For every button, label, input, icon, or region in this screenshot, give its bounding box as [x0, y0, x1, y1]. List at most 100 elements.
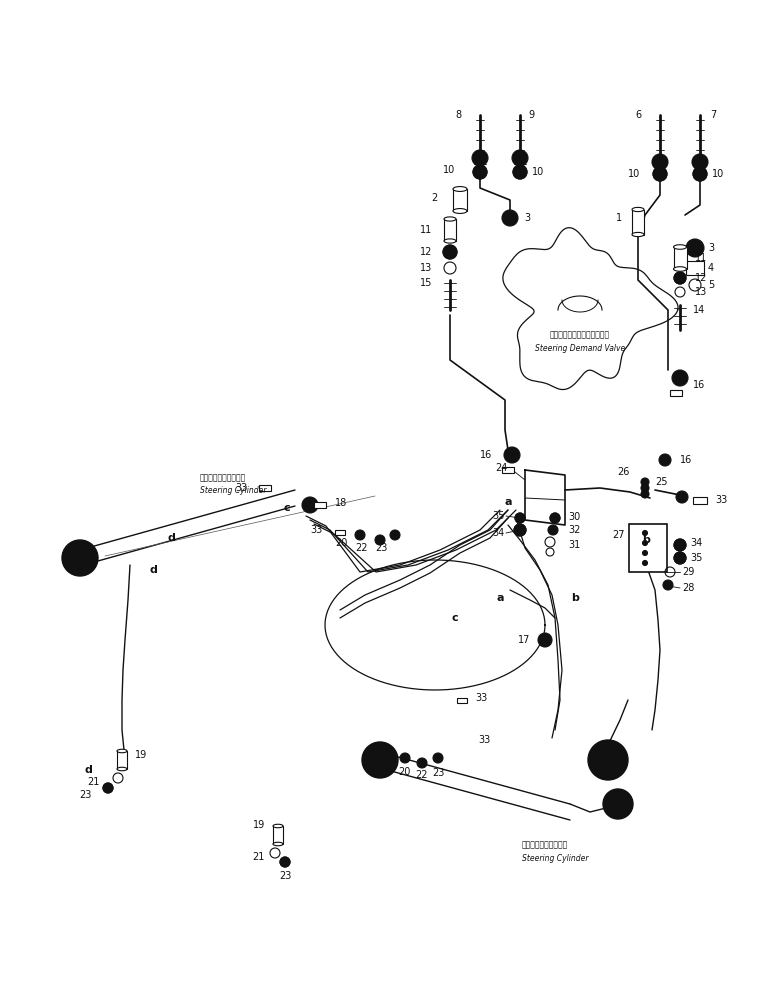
Ellipse shape — [453, 208, 467, 213]
Bar — [673, 247, 687, 269]
Text: 11: 11 — [420, 225, 432, 235]
Text: d: d — [168, 533, 176, 543]
Text: b: b — [571, 593, 579, 603]
Circle shape — [472, 150, 488, 166]
Circle shape — [642, 550, 647, 555]
Text: 16: 16 — [480, 450, 492, 460]
Circle shape — [692, 154, 708, 170]
Text: Steering Cylinder: Steering Cylinder — [522, 854, 588, 863]
Circle shape — [693, 167, 707, 181]
Text: 13: 13 — [420, 263, 432, 273]
Ellipse shape — [117, 749, 127, 753]
Circle shape — [392, 533, 398, 537]
Circle shape — [508, 451, 516, 459]
Text: 23: 23 — [376, 543, 388, 553]
Bar — [686, 261, 704, 275]
Text: 16: 16 — [693, 380, 705, 390]
Text: 18: 18 — [335, 498, 347, 508]
Text: 20: 20 — [336, 538, 348, 548]
Circle shape — [517, 169, 523, 175]
Circle shape — [443, 245, 457, 259]
Circle shape — [542, 636, 549, 643]
Text: 25: 25 — [656, 477, 668, 487]
Text: 20: 20 — [398, 767, 411, 777]
Text: 10: 10 — [712, 169, 725, 179]
Bar — [273, 826, 283, 844]
Text: ステアリングシリンダ: ステアリングシリンダ — [522, 841, 568, 850]
Circle shape — [390, 530, 400, 540]
Circle shape — [674, 272, 686, 284]
Circle shape — [677, 275, 683, 281]
Text: 26: 26 — [618, 467, 630, 477]
Circle shape — [283, 860, 288, 864]
Text: 35: 35 — [690, 553, 702, 563]
Circle shape — [674, 552, 686, 564]
Circle shape — [419, 761, 425, 766]
Circle shape — [676, 374, 684, 382]
Text: 10: 10 — [443, 165, 455, 175]
Circle shape — [697, 171, 703, 177]
Text: 28: 28 — [682, 583, 694, 593]
Text: 17: 17 — [518, 635, 530, 645]
Circle shape — [603, 789, 633, 819]
Text: 19: 19 — [253, 820, 265, 830]
Bar — [314, 502, 326, 508]
Circle shape — [512, 150, 528, 166]
Bar — [444, 219, 456, 241]
Text: Steering Demand Valve: Steering Demand Valve — [535, 344, 625, 353]
Ellipse shape — [273, 824, 283, 828]
Text: 11: 11 — [695, 253, 708, 263]
Text: 5: 5 — [708, 280, 715, 290]
Text: 33: 33 — [475, 693, 487, 703]
Circle shape — [417, 758, 427, 768]
Circle shape — [375, 535, 385, 545]
Bar — [502, 467, 514, 473]
Circle shape — [433, 753, 443, 763]
Bar — [457, 698, 467, 702]
Circle shape — [676, 491, 688, 503]
Text: 33: 33 — [311, 525, 323, 535]
Text: 15: 15 — [419, 278, 432, 288]
Text: 23: 23 — [432, 768, 444, 778]
Text: ステアリングデマンドバルブ: ステアリングデマンドバルブ — [550, 331, 610, 340]
Text: 12: 12 — [419, 247, 432, 257]
Text: 10: 10 — [628, 169, 640, 179]
Circle shape — [377, 537, 383, 542]
Ellipse shape — [444, 217, 456, 221]
Circle shape — [502, 210, 518, 226]
Circle shape — [672, 370, 688, 386]
Text: 22: 22 — [415, 770, 428, 780]
Bar — [117, 751, 127, 769]
Text: 6: 6 — [636, 110, 642, 120]
Bar — [632, 209, 644, 234]
Circle shape — [642, 531, 647, 535]
Circle shape — [400, 753, 410, 763]
Circle shape — [62, 540, 98, 576]
Circle shape — [402, 756, 408, 761]
Bar — [693, 497, 707, 504]
Circle shape — [662, 457, 668, 463]
Ellipse shape — [673, 267, 687, 272]
Text: 34: 34 — [493, 528, 505, 538]
Circle shape — [538, 633, 552, 647]
Text: 19: 19 — [135, 750, 147, 760]
Text: 14: 14 — [693, 305, 705, 315]
Text: 22: 22 — [356, 543, 368, 553]
Text: c: c — [452, 613, 458, 623]
Text: 1: 1 — [616, 213, 622, 223]
Text: c: c — [283, 503, 290, 513]
Text: 33: 33 — [478, 735, 491, 745]
Text: 13: 13 — [695, 287, 708, 297]
Bar — [629, 524, 667, 572]
Circle shape — [666, 583, 670, 588]
Circle shape — [550, 513, 560, 523]
Text: ステアリングシリンダ: ステアリングシリンダ — [200, 473, 246, 482]
Circle shape — [686, 239, 704, 257]
Circle shape — [553, 516, 557, 521]
Circle shape — [355, 530, 365, 540]
Ellipse shape — [444, 239, 456, 243]
Circle shape — [657, 171, 663, 177]
Circle shape — [362, 742, 398, 778]
Circle shape — [659, 454, 671, 466]
Text: 3: 3 — [524, 213, 530, 223]
